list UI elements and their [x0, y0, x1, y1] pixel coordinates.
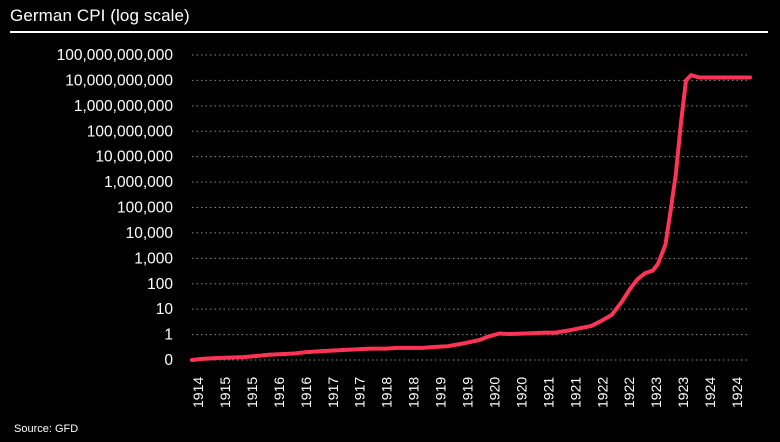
x-tick-label: 1922 [594, 377, 610, 408]
x-tick-label: 1918 [379, 377, 395, 408]
x-tick-label: 1919 [433, 377, 449, 408]
source-note: Source: GFD [14, 423, 79, 435]
y-tick-label: 100 [147, 276, 173, 293]
y-tick-label: 1,000 [134, 250, 173, 267]
title-divider [10, 31, 768, 33]
cpi-series-line [190, 73, 752, 362]
y-tick-label: 10,000,000,000 [65, 72, 173, 89]
y-tick-label: 100,000,000 [87, 123, 174, 140]
y-tick-label: 1,000,000 [104, 174, 173, 191]
y-tick-label: 10,000 [126, 225, 174, 242]
y-tick-label: 0 [164, 352, 173, 369]
x-tick-label: 1924 [702, 377, 718, 408]
x-tick-label: 1917 [325, 377, 341, 408]
series-layer [190, 73, 752, 362]
x-axis-ticks: 1914 1915 1915 1916 1916 1917 1917 1918 1918 1919… [190, 377, 745, 408]
chart-plot: 0 1 10 100 1,000 10,000 100,000 1,000,000 10,000… [57, 47, 752, 408]
x-tick-label: 1923 [648, 377, 664, 408]
x-tick-label: 1914 [190, 377, 206, 408]
y-tick-label: 10,000,000 [95, 149, 173, 166]
x-tick-label: 1916 [298, 377, 314, 408]
x-tick-label: 1915 [217, 377, 233, 408]
x-tick-label: 1923 [675, 377, 691, 408]
y-tick-label: 1 [164, 327, 173, 344]
y-tick-label: 100,000 [117, 200, 173, 217]
x-tick-label: 1919 [460, 377, 476, 408]
x-tick-label: 1920 [513, 377, 529, 408]
x-tick-label: 1917 [352, 377, 368, 408]
x-tick-label: 1918 [406, 377, 422, 408]
x-tick-label: 1924 [729, 377, 745, 408]
y-tick-label: 10 [156, 301, 174, 318]
x-tick-label: 1915 [244, 377, 260, 408]
x-tick-label: 1921 [540, 377, 556, 408]
y-axis-ticks: 0 1 10 100 1,000 10,000 100,000 1,000,000 10,000… [57, 47, 174, 369]
x-tick-label: 1922 [621, 377, 637, 408]
x-tick-label: 1916 [271, 377, 287, 408]
chart-title: German CPI (log scale) [10, 6, 190, 25]
y-tick-label: 100,000,000,000 [57, 47, 174, 64]
y-tick-label: 1,000,000,000 [74, 98, 174, 115]
gridlines [192, 54, 750, 361]
x-tick-label: 1921 [567, 377, 583, 408]
x-tick-label: 1920 [486, 377, 502, 408]
